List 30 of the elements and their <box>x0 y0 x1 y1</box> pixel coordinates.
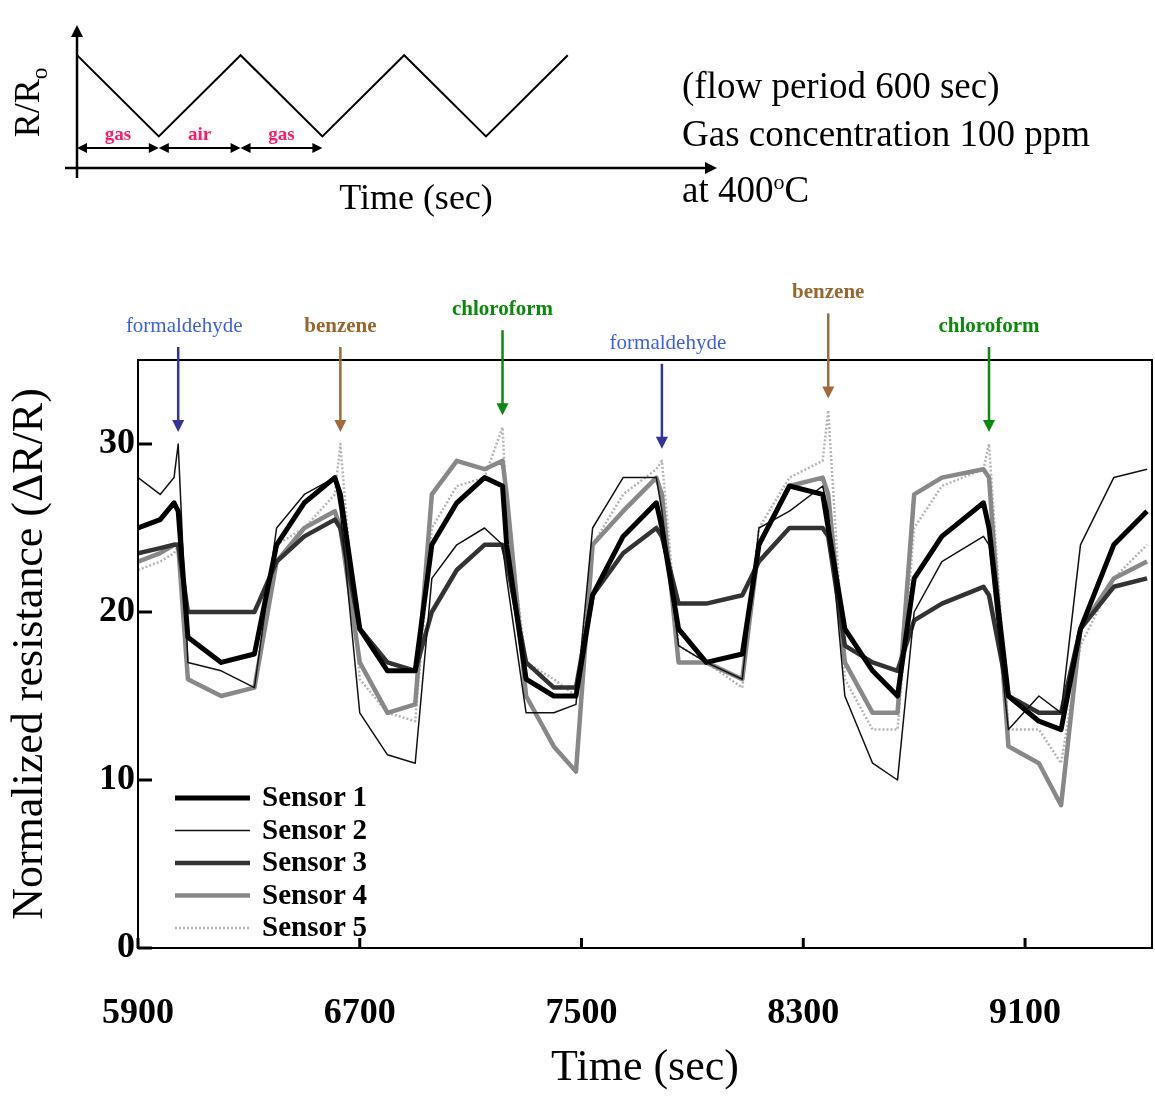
text: at 400$^{o}$C <box>682 168 811 213</box>
y-axis-title: Normalized resistance (ΔR/R) <box>2 388 52 920</box>
x-tick-label: 7500 <box>545 990 618 1031</box>
text: formaldehyde <box>609 329 727 354</box>
y-axis-title: R/Ro <box>7 67 52 138</box>
text: (flow period 600 sec) <box>682 64 1001 108</box>
x-tick-label: 6700 <box>323 990 396 1031</box>
text: benzene <box>792 279 865 304</box>
y-tick-label: 20 <box>99 589 135 630</box>
x-tick-label: 5900 <box>102 990 174 1031</box>
text: chloroform <box>938 313 1041 337</box>
x-tick-label: 9100 <box>989 990 1062 1031</box>
text: benzene <box>304 313 377 337</box>
legend-label: Sensor 4 <box>262 877 368 910</box>
y-tick-label: 30 <box>99 421 135 462</box>
legend-label: Sensor 3 <box>262 845 368 878</box>
legend-label: Sensor 1 <box>262 780 368 813</box>
legend-label: Sensor 5 <box>262 910 368 943</box>
y-tick-label: 10 <box>99 757 135 798</box>
text: chloroform <box>451 296 554 321</box>
annotation: gas <box>104 123 132 144</box>
x-axis-title: Time (sec) <box>551 1041 739 1091</box>
text: formaldehyde <box>125 313 243 337</box>
annotation: gas <box>268 123 295 144</box>
y-tick-label: 0 <box>117 925 135 966</box>
x-axis-title: Time (sec) <box>339 177 493 218</box>
text: Gas concentration 100 ppm <box>682 112 1090 156</box>
annotation: air <box>188 123 212 144</box>
legend-label: Sensor 2 <box>262 812 368 845</box>
x-tick-label: 8300 <box>767 990 840 1031</box>
